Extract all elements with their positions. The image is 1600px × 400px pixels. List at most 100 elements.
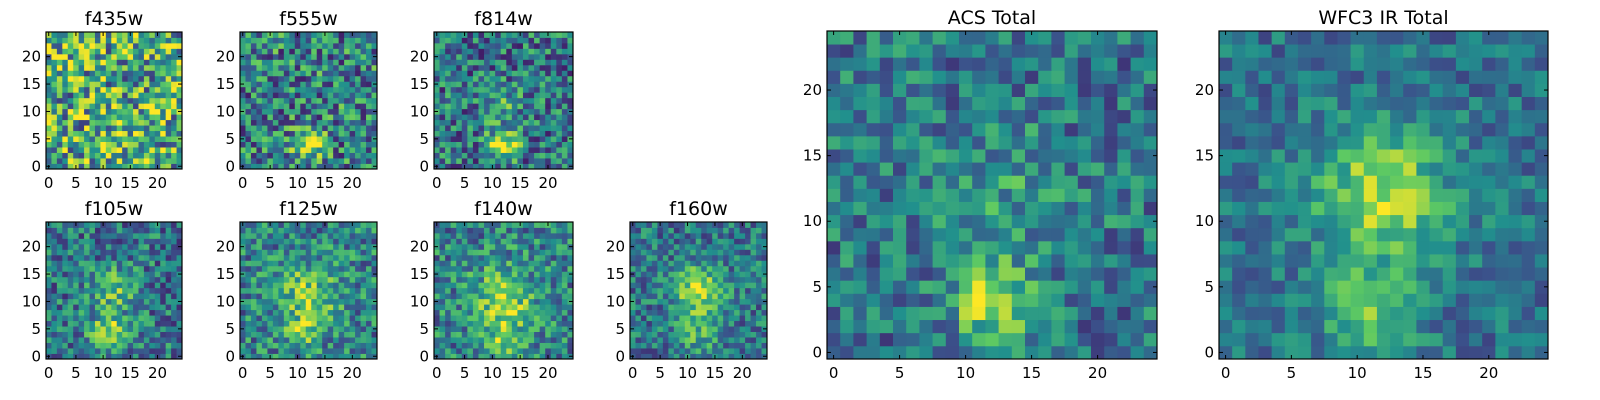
heatmap-cell: [511, 59, 518, 66]
heatmap-cell: [756, 309, 762, 316]
heatmap-cell: [100, 232, 107, 239]
heatmap-cell: [450, 32, 457, 38]
heatmap-cell: [517, 304, 524, 311]
heatmap-cell: [932, 319, 947, 334]
heatmap-cell: [745, 293, 751, 300]
heatmap-cell: [827, 240, 841, 255]
heatmap-cell: [717, 298, 724, 305]
heatmap-cell: [355, 59, 361, 66]
heatmap-cell: [985, 267, 999, 281]
heatmap-cell: [511, 304, 518, 311]
heatmap-cell: [635, 320, 642, 327]
heatmap-cell: [171, 130, 177, 137]
heatmap-cell: [550, 53, 557, 60]
heatmap-cell: [517, 81, 524, 88]
heatmap-cell: [305, 48, 312, 55]
heatmap-cell: [78, 320, 85, 327]
heatmap-cell: [322, 97, 329, 104]
heatmap-cell: [745, 348, 751, 354]
heatmap-cell: [500, 92, 507, 99]
heatmap-cell: [651, 304, 658, 311]
heatmap-cell: [467, 243, 474, 250]
heatmap-cell: [668, 298, 675, 305]
heatmap-cell: [445, 254, 452, 261]
heatmap-cell: [434, 238, 440, 245]
heatmap-cell: [105, 260, 112, 267]
heatmap-cell: [556, 320, 563, 327]
heatmap-cell: [630, 342, 636, 349]
heatmap-cell: [712, 254, 719, 261]
heatmap-cell: [679, 260, 686, 267]
heatmap-cell: [94, 309, 101, 316]
heatmap-cell: [154, 315, 161, 322]
heatmap-cell: [300, 125, 307, 132]
heatmap-cell: [311, 331, 318, 338]
heatmap-cell: [467, 348, 474, 354]
heatmap-cell: [434, 315, 440, 322]
heatmap-cell: [500, 243, 507, 250]
heatmap-cell: [100, 254, 107, 261]
heatmap-cell: [133, 141, 139, 148]
heatmap-cell: [366, 108, 372, 115]
heatmap-cell: [46, 232, 52, 239]
heatmap-cell: [528, 282, 535, 289]
heatmap-cell: [472, 232, 479, 239]
heatmap-cell: [333, 342, 340, 349]
heatmap-cell: [450, 152, 457, 159]
heatmap-cell: [489, 147, 496, 153]
heatmap-cell: [439, 32, 446, 38]
heatmap-cell: [176, 348, 183, 354]
heatmap-cell: [267, 158, 274, 164]
heatmap-cell: [122, 114, 128, 121]
heatmap-cell: [1038, 293, 1052, 307]
heatmap-cell: [657, 342, 664, 349]
heatmap-cell: [461, 42, 468, 49]
heatmap-cell: [472, 152, 479, 159]
heatmap-cell: [316, 326, 323, 332]
heatmap-cell: [673, 254, 680, 261]
heatmap-cell: [176, 59, 183, 66]
heatmap-cell: [640, 353, 647, 360]
heatmap-cell: [866, 293, 881, 307]
heatmap-cell: [349, 103, 356, 110]
heatmap-cell: [100, 114, 107, 121]
heatmap-cell: [300, 287, 307, 294]
heatmap-cell: [556, 42, 563, 49]
heatmap-cell: [300, 271, 307, 278]
heatmap-cell: [1130, 293, 1145, 307]
heatmap-cell: [866, 319, 881, 334]
heatmap-cell: [539, 103, 546, 110]
heatmap-cell: [272, 75, 279, 82]
heatmap-cell: [690, 287, 697, 294]
heatmap-cell: [840, 227, 854, 242]
heatmap-cell: [456, 114, 463, 121]
heatmap-cell: [154, 282, 161, 289]
heatmap-cell: [1011, 345, 1026, 360]
heatmap-cell: [122, 136, 128, 142]
heatmap-cell: [165, 337, 172, 343]
heatmap-cell: [472, 276, 479, 283]
heatmap-cell: [1025, 306, 1039, 321]
heatmap-cell: [111, 348, 118, 354]
heatmap-cell: [333, 92, 340, 99]
heatmap-cell: [646, 276, 653, 283]
heatmap-cell: [160, 276, 167, 283]
heatmap-cell: [945, 267, 960, 281]
heatmap-cell: [556, 326, 563, 332]
heatmap-cell: [46, 282, 52, 289]
heatmap-cell: [484, 353, 490, 360]
heatmap-cell: [712, 293, 719, 300]
heatmap-cell: [171, 119, 177, 126]
heatmap-cell: [283, 243, 290, 250]
heatmap-cell: [289, 315, 296, 322]
heatmap-cell: [539, 227, 546, 234]
heatmap-cell: [256, 249, 263, 256]
heatmap-cell: [322, 53, 329, 60]
heatmap-cell: [972, 332, 986, 347]
heatmap-cell: [84, 353, 90, 360]
heatmap-cell: [467, 32, 474, 38]
heatmap-cell: [250, 163, 257, 170]
heatmap-cell: [116, 141, 123, 148]
heatmap-cell: [1117, 188, 1131, 202]
heatmap-cell: [723, 309, 730, 316]
